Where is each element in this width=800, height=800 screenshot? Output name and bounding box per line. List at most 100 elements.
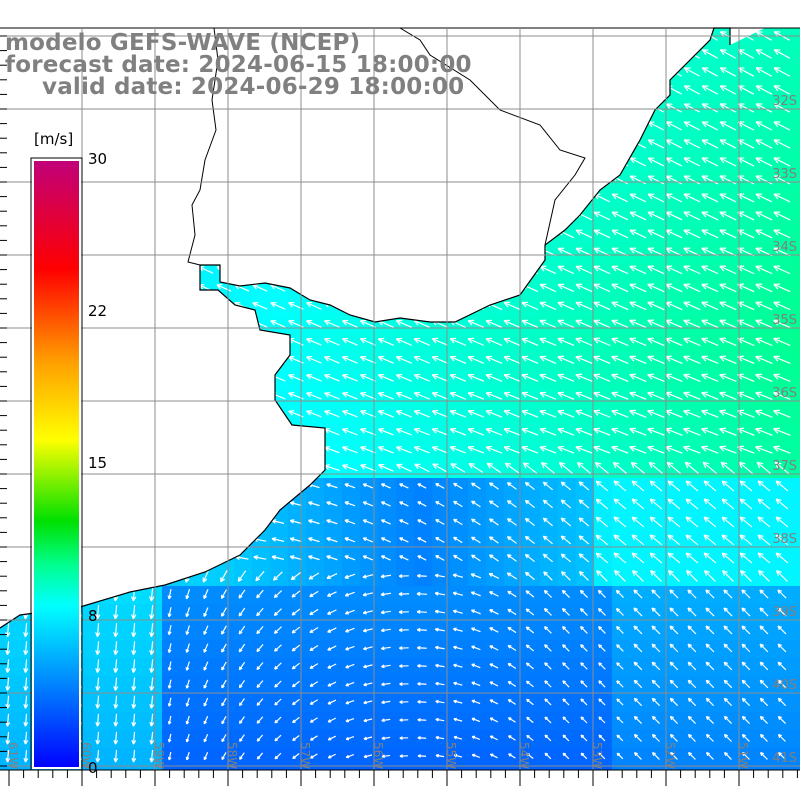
wind-cell [522, 298, 541, 317]
wind-cell [144, 730, 163, 749]
wind-arrow [633, 715, 643, 725]
wind-arrow [719, 85, 737, 95]
wind-cell [612, 442, 631, 461]
wind-arrow [414, 193, 430, 203]
wind-cell [126, 262, 145, 281]
wind-arrow [113, 569, 119, 583]
wind-cell [90, 640, 109, 659]
wind-arrow [562, 644, 570, 652]
wind-cell [468, 694, 487, 713]
wind-cell [612, 298, 631, 317]
wind-arrow [651, 715, 661, 725]
wind-arrow [1, 230, 15, 238]
wind-cell [594, 244, 613, 263]
wind-cell [162, 154, 181, 173]
wind-arrow [234, 338, 250, 346]
wind-cell [378, 136, 397, 155]
wind-cell [576, 262, 595, 281]
wind-arrow [542, 553, 553, 563]
wind-cell [306, 262, 325, 281]
wind-cell [360, 334, 379, 353]
wind-cell [144, 280, 163, 299]
wind-arrow [432, 463, 448, 473]
wind-arrow [449, 373, 467, 382]
wind-arrow [593, 247, 611, 257]
wind-cell [252, 442, 271, 461]
wind-cell [126, 190, 145, 209]
wind-arrow [274, 680, 282, 688]
wind-cell [720, 442, 739, 461]
wind-cell [252, 640, 271, 659]
wind-arrow [683, 445, 701, 454]
wind-arrow [647, 283, 665, 293]
wind-arrow [180, 392, 196, 400]
wind-cell [576, 334, 595, 353]
wind-cell [162, 766, 181, 770]
wind-cell [288, 676, 307, 695]
wind-cell [792, 46, 800, 65]
wind-cell [198, 190, 217, 209]
wind-cell [468, 280, 487, 299]
wind-arrow [344, 537, 356, 543]
wind-arrow [199, 103, 213, 112]
wind-arrow [91, 500, 105, 507]
wind-arrow [113, 659, 119, 673]
wind-cell [144, 406, 163, 425]
wind-cell [162, 136, 181, 155]
wind-arrow [108, 266, 123, 274]
wind-arrow [616, 716, 624, 724]
wind-arrow [667, 498, 681, 510]
wind-arrow [181, 500, 195, 507]
wind-cell [630, 424, 649, 443]
wind-arrow [144, 410, 160, 418]
wind-cell [342, 154, 361, 173]
wind-arrow [539, 373, 557, 382]
wind-arrow [5, 605, 11, 620]
wind-arrow [0, 338, 15, 346]
wind-arrow [450, 463, 466, 473]
wind-cell [198, 208, 217, 227]
wind-cell [450, 280, 469, 299]
wind-cell [90, 406, 109, 425]
wind-cell [0, 388, 19, 407]
wind-arrow [598, 680, 606, 688]
wind-arrow [755, 49, 773, 59]
wind-arrow [542, 517, 553, 527]
wind-arrow [1, 518, 15, 525]
wind-arrow [342, 103, 358, 113]
wind-cell [144, 442, 163, 461]
wind-arrow [306, 229, 322, 238]
wind-arrow [126, 446, 142, 454]
wind-cell [342, 388, 361, 407]
wind-cell [468, 370, 487, 389]
wind-cell [684, 352, 703, 371]
wind-arrow [181, 482, 195, 489]
wind-cell [180, 406, 199, 425]
wind-arrow [414, 157, 430, 167]
wind-arrow [144, 428, 160, 436]
wind-arrow [181, 554, 195, 561]
wind-arrow [649, 480, 663, 492]
wind-arrow [648, 67, 664, 77]
wind-cell [360, 766, 379, 770]
wind-arrow [342, 410, 358, 418]
wind-arrow [362, 519, 374, 525]
wind-arrow [149, 695, 155, 709]
wind-arrow [557, 445, 575, 454]
wind-cell [360, 118, 379, 137]
wind-arrow [127, 158, 141, 166]
wind-arrow [719, 103, 737, 113]
wind-arrow [468, 85, 484, 95]
wind-cell [342, 262, 361, 281]
wind-cell [576, 82, 595, 101]
wind-cell [612, 424, 631, 443]
wind-cell [180, 226, 199, 245]
wind-arrow [453, 681, 463, 686]
wind-arrow [274, 752, 282, 760]
wind-arrow [450, 193, 466, 203]
wind-cell [414, 694, 433, 713]
wind-cell [216, 478, 235, 497]
wind-arrow [432, 139, 448, 149]
wind-arrow [327, 591, 337, 597]
wind-arrow [359, 337, 376, 346]
